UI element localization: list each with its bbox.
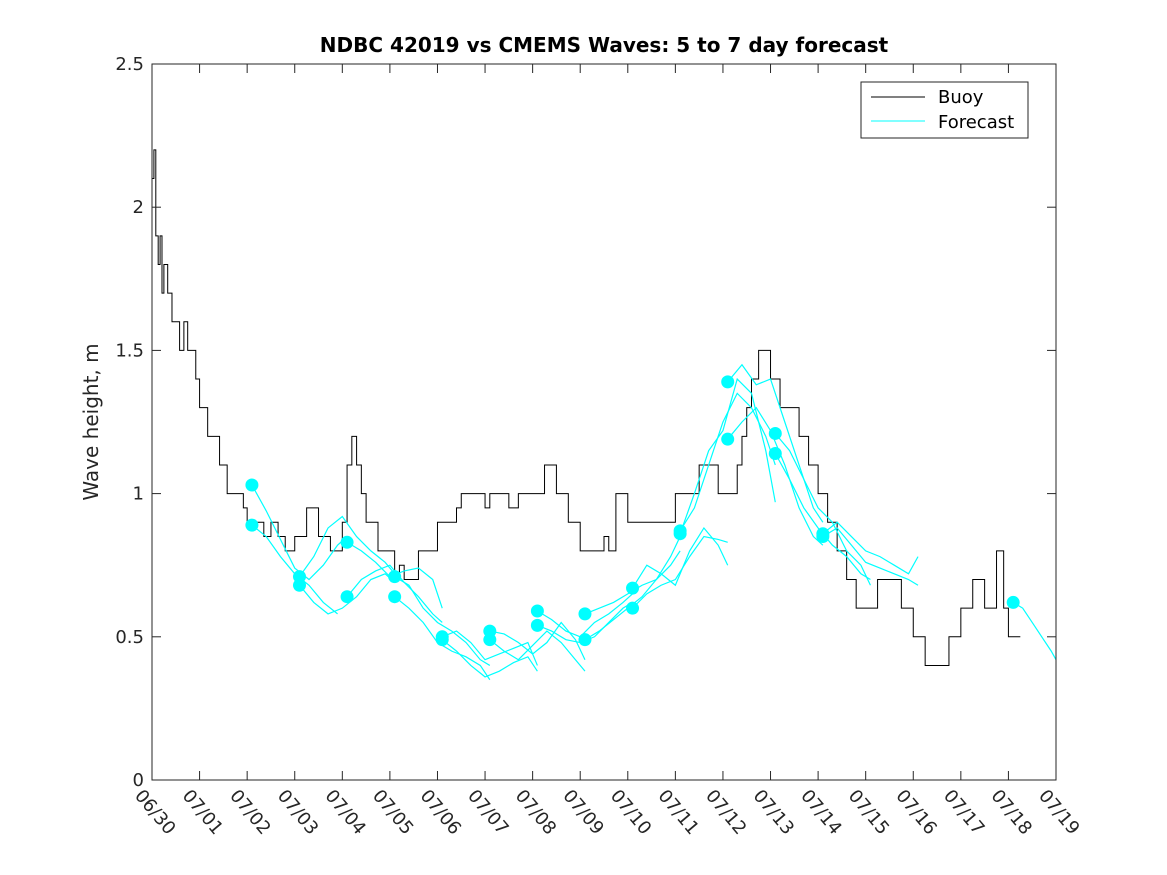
forecast-start-marker <box>292 578 306 592</box>
series-forecast-line <box>774 433 871 586</box>
forecast-start-marker <box>721 375 735 389</box>
plot-area <box>152 64 1056 780</box>
forecast-start-marker <box>388 570 402 584</box>
y-axis-label: Wave height, m <box>79 343 103 500</box>
series-forecast-line <box>1012 601 1057 661</box>
forecast-start-marker <box>530 618 544 632</box>
series-forecast-line <box>679 392 776 532</box>
series-forecast-line <box>537 593 633 638</box>
forecast-start-marker <box>768 426 782 440</box>
x-tick-label: 07/04 <box>320 786 369 839</box>
forecast-start-marker <box>1006 595 1020 609</box>
legend-label-buoy: Buoy <box>938 87 984 108</box>
x-tick-label: 07/08 <box>511 786 560 839</box>
forecast-start-marker <box>340 590 354 604</box>
y-tick-label: 0.5 <box>115 627 144 648</box>
forecast-start-marker <box>435 633 449 647</box>
series-forecast-line <box>299 515 396 578</box>
y-tick-label: 2.5 <box>115 54 144 75</box>
forecast-start-marker <box>578 607 592 621</box>
y-axis: 0 0.5 1 1.5 2 2.5 <box>115 54 1056 791</box>
forecast-start-marker <box>816 530 830 544</box>
series-forecast-line <box>441 639 538 678</box>
x-tick-label: 06/30 <box>130 786 179 839</box>
x-tick-label: 07/09 <box>558 786 607 839</box>
chart-title: NDBC 42019 vs CMEMS Waves: 5 to 7 day fo… <box>320 33 889 57</box>
x-tick-label: 07/06 <box>416 786 465 839</box>
series-forecast-line <box>632 535 728 609</box>
x-tick-label: 07/18 <box>987 786 1036 839</box>
x-tick-label: 07/12 <box>701 786 750 839</box>
series-forecast-line <box>727 363 824 523</box>
forecast-start-marker <box>768 447 782 461</box>
forecast-start-marker <box>245 478 259 492</box>
x-tick-label: 07/02 <box>225 786 274 839</box>
series-forecast-line <box>822 527 919 586</box>
x-tick-label: 07/16 <box>891 786 940 839</box>
x-tick-label: 07/17 <box>939 786 988 839</box>
y-tick-label: 1.5 <box>115 340 144 361</box>
x-tick-label: 07/05 <box>368 786 417 839</box>
series-forecast-line <box>442 630 538 666</box>
x-tick-label: 07/19 <box>1034 786 1083 839</box>
series-forecast-line <box>822 521 919 575</box>
x-tick-label: 07/01 <box>178 786 227 839</box>
forecast-start-marker <box>340 535 354 549</box>
x-tick-label: 07/15 <box>844 786 893 839</box>
x-tick-label: 07/11 <box>654 786 703 839</box>
forecast-start-marker <box>626 601 640 615</box>
x-tick-label: 07/14 <box>796 786 845 839</box>
forecast-start-marker <box>530 604 544 618</box>
forecast-start-marker <box>721 432 735 446</box>
series-forecast-line <box>489 630 586 672</box>
x-tick-label: 07/10 <box>606 786 655 839</box>
y-tick-label: 0 <box>133 770 144 791</box>
series-forecast-line <box>394 576 491 666</box>
legend: Buoy Forecast <box>860 81 1029 139</box>
y-tick-label: 1 <box>133 484 144 505</box>
legend-label-forecast: Forecast <box>938 112 1014 133</box>
forecast-start-marker <box>483 633 497 647</box>
forecast-start-marker <box>388 590 402 604</box>
series-forecast-line <box>489 621 586 660</box>
series-buoy-line <box>152 149 1021 666</box>
x-tick-label: 07/03 <box>273 786 322 839</box>
forecast-start-marker <box>626 581 640 595</box>
legend-box <box>860 81 1029 139</box>
x-tick-label: 07/07 <box>463 786 512 839</box>
y-tick-label: 2 <box>133 197 144 218</box>
series-forecast-line <box>394 596 491 681</box>
x-tick-label: 07/13 <box>749 786 798 839</box>
plot-frame <box>151 63 1057 781</box>
series-forecast-line <box>679 377 776 534</box>
forecast-start-marker <box>578 633 592 647</box>
forecast-start-marker <box>673 527 687 541</box>
forecast-start-marker <box>245 518 259 532</box>
